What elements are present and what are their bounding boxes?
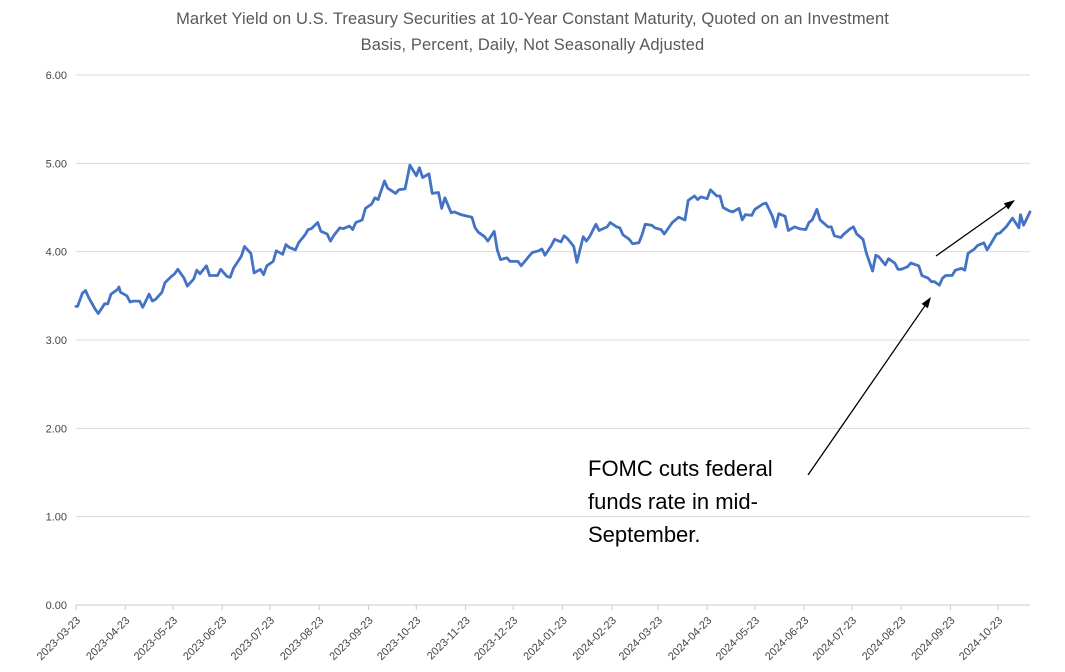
x-tick-label: 2023-03-23 (35, 615, 83, 663)
x-tick-label: 2023-12-23 (472, 615, 520, 663)
y-tick-label: 0.00 (46, 600, 67, 612)
chart-title-line2: Basis, Percent, Daily, Not Seasonally Ad… (360, 36, 705, 54)
annotation-arrow-head (921, 297, 931, 309)
x-tick-label: 2024-01-23 (521, 615, 569, 663)
fomc-annotation-line1: FOMC cuts federal (588, 456, 773, 481)
fomc-annotation-line2: funds rate in mid- (588, 489, 758, 514)
fomc-annotation-line3: September. (588, 522, 701, 547)
chart-title: Market Yield on U.S. Treasury Securities… (0, 6, 1065, 58)
fomc-annotation: FOMC cuts federal funds rate in mid- Sep… (588, 452, 818, 551)
x-tick-label: 2024-06-23 (763, 615, 811, 663)
yield-line (74, 163, 1032, 315)
y-tick-label: 6.00 (46, 70, 67, 82)
x-tick-label: 2023-06-23 (181, 615, 229, 663)
y-tick-label: 5.00 (46, 158, 67, 170)
annotation-arrow-head (1003, 200, 1015, 210)
x-tick-label: 2024-09-23 (909, 615, 957, 663)
x-tick-label: 2024-10-23 (957, 615, 1005, 663)
x-tick-label: 2024-03-23 (617, 615, 665, 663)
x-tick-label: 2023-09-23 (327, 615, 375, 663)
x-tick-label: 2023-10-23 (375, 615, 423, 663)
x-tick-label: 2024-05-23 (714, 615, 762, 663)
annotation-arrow-line (807, 301, 929, 476)
x-tick-label: 2023-07-23 (229, 615, 277, 663)
x-tick-label: 2023-04-23 (84, 615, 132, 663)
y-tick-label: 3.00 (46, 335, 67, 347)
annotation-arrow-line (935, 202, 1011, 257)
y-tick-label: 2.00 (46, 423, 67, 435)
x-tick-label: 2024-07-23 (811, 615, 859, 663)
x-tick-label: 2023-11-23 (425, 615, 473, 663)
x-tick-label: 2024-08-23 (860, 615, 908, 663)
x-tick-label: 2024-02-23 (571, 615, 619, 663)
x-tick-label: 2024-04-23 (666, 615, 714, 663)
y-tick-label: 4.00 (46, 247, 67, 259)
x-tick-label: 2023-05-23 (132, 615, 180, 663)
x-tick-label: 2023-08-23 (278, 615, 326, 663)
chart-title-line1: Market Yield on U.S. Treasury Securities… (176, 10, 889, 28)
y-tick-label: 1.00 (46, 512, 67, 524)
